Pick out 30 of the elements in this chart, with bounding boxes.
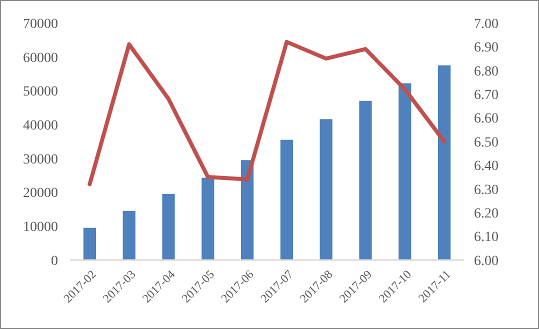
bar <box>359 100 372 260</box>
bar <box>320 119 332 260</box>
bar <box>122 210 136 260</box>
y2-tick-label: 6.40 <box>474 159 498 174</box>
y-tick-label: 60000 <box>23 50 58 66</box>
y2-tick-label: 6.10 <box>474 230 498 246</box>
bar <box>162 194 175 260</box>
y2-tick-label: 6.20 <box>474 206 498 222</box>
y2-tick-label: 7.00 <box>474 16 498 32</box>
y2-tick-label: 6.80 <box>474 64 498 80</box>
y2-tick-label: 6.70 <box>474 88 498 103</box>
bar <box>202 178 214 260</box>
y2-tick-label: 6.50 <box>474 135 498 150</box>
y2-tick-label: 6.60 <box>474 112 498 127</box>
y2-tick-label: 6.30 <box>474 182 498 198</box>
bar <box>438 65 451 260</box>
y-tick-label: 20000 <box>23 186 58 202</box>
y-tick-label: 10000 <box>23 220 58 236</box>
bar <box>398 83 412 260</box>
y-tick-label: 0 <box>51 254 58 269</box>
y-tick-label: 40000 <box>23 118 58 134</box>
line-series <box>88 40 446 186</box>
y2-tick-label: 6.00 <box>474 254 498 269</box>
y-tick-label: 70000 <box>23 16 58 32</box>
bar <box>280 140 294 260</box>
y-tick-label: 50000 <box>23 84 58 100</box>
bar <box>83 228 96 260</box>
bar <box>240 160 254 260</box>
y-tick-label: 30000 <box>23 152 58 168</box>
y2-tick-label: 6.90 <box>474 40 498 56</box>
